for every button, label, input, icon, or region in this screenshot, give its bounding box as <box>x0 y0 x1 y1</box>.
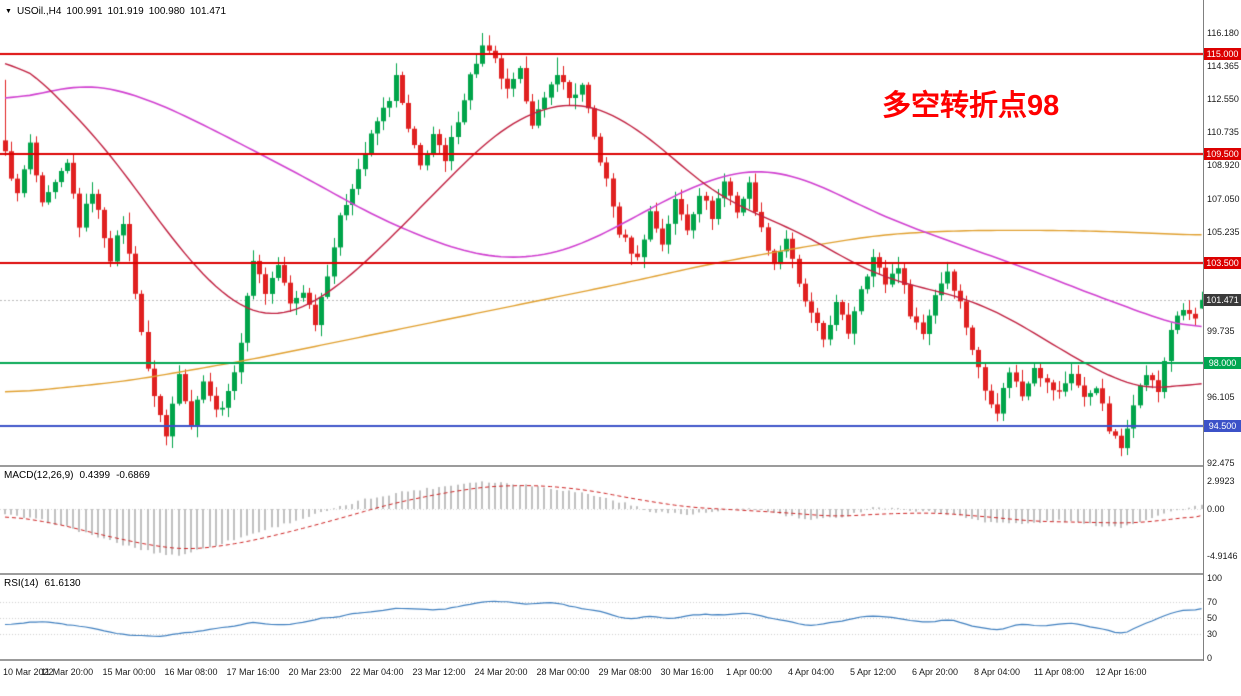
panel-separator <box>0 659 1241 661</box>
main-chart-panel <box>0 0 1203 465</box>
time-label: 24 Mar 20:00 <box>474 667 528 677</box>
macd-panel <box>0 467 1203 573</box>
time-label: 28 Mar 00:00 <box>536 667 590 677</box>
rsi-axis-label: 70 <box>1207 597 1218 607</box>
rsi-panel <box>0 575 1203 659</box>
symbol-period-label: USOil.,H4 <box>16 6 62 17</box>
rsi-indicator-label: RSI(14) 61.6130 <box>4 578 87 589</box>
time-label: 8 Apr 04:00 <box>973 667 1021 677</box>
time-label: 29 Mar 08:00 <box>598 667 652 677</box>
ohlc-low: 100.980 <box>148 6 185 17</box>
price-badge: 94.500 <box>1204 420 1241 432</box>
chart-annotation-text[interactable]: 多空转折点98 <box>882 90 1060 122</box>
time-label: 23 Mar 12:00 <box>412 667 466 677</box>
time-label: 15 Mar 00:00 <box>102 667 156 677</box>
macd-indicator-label: MACD(12,26,9) 0.4399 -0.6869 <box>4 470 156 481</box>
price-badge: 103.500 <box>1204 257 1241 269</box>
price-badge: 101.471 <box>1204 294 1241 306</box>
time-label: 6 Apr 20:00 <box>911 667 959 677</box>
macd-axis-label: 2.9923 <box>1207 476 1235 486</box>
time-label: 5 Apr 12:00 <box>849 667 897 677</box>
price-axis-label: 107.050 <box>1207 194 1240 204</box>
panel-separator[interactable] <box>0 465 1241 467</box>
macd-main-value: 0.4399 <box>79 470 111 481</box>
time-label: 17 Mar 16:00 <box>226 667 280 677</box>
price-badge: 109.500 <box>1204 148 1241 160</box>
ohlc-high: 101.919 <box>107 6 144 17</box>
ohlc-open: 100.991 <box>66 6 103 17</box>
price-axis-label: 116.180 <box>1207 28 1239 38</box>
time-label: 30 Mar 16:00 <box>660 667 714 677</box>
time-label: 11 Mar 20:00 <box>40 667 94 677</box>
price-chart-canvas[interactable] <box>0 0 1203 465</box>
macd-signal-value: -0.6869 <box>116 470 150 481</box>
macd-canvas[interactable] <box>0 467 1203 573</box>
time-label: 1 Apr 00:00 <box>725 667 773 677</box>
price-axis-label: 110.735 <box>1207 127 1239 137</box>
time-axis[interactable]: 10 Mar 2022 11 Mar 20:00 15 Mar 00:00 16 Ma… <box>0 661 1241 696</box>
price-badge: 98.000 <box>1204 357 1241 369</box>
time-label: 16 Mar 08:00 <box>164 667 218 677</box>
price-axis-label: 105.235 <box>1207 227 1240 237</box>
price-axis-label: 114.365 <box>1207 61 1239 71</box>
panel-separator[interactable] <box>0 573 1241 575</box>
rsi-value: 61.6130 <box>44 578 81 589</box>
price-axis-label: 99.735 <box>1207 326 1235 336</box>
rsi-name: RSI(14) <box>4 578 39 589</box>
symbol-bar: ▼ USOil.,H4 100.991 101.919 100.980 101.471 <box>5 6 231 17</box>
ohlc-close: 101.471 <box>189 6 227 17</box>
rsi-axis-label: 100 <box>1207 573 1223 583</box>
price-axis[interactable]: 116.180 114.365 112.550 110.735 108.920 107.0… <box>1203 0 1241 663</box>
price-axis-label: 92.475 <box>1207 458 1235 468</box>
rsi-canvas[interactable] <box>0 575 1203 659</box>
macd-name: MACD(12,26,9) <box>4 470 74 481</box>
time-label: 22 Mar 04:00 <box>350 667 404 677</box>
price-axis-label: 108.920 <box>1207 160 1240 170</box>
time-label: 11 Apr 08:00 <box>1033 667 1085 677</box>
price-badge: 115.000 <box>1204 48 1241 60</box>
rsi-axis-label: 0 <box>1207 653 1213 663</box>
time-label: 12 Apr 16:00 <box>1095 667 1147 677</box>
time-label: 10 Mar 2022 <box>3 667 54 677</box>
rsi-axis-label: 30 <box>1207 629 1218 639</box>
chart-dropdown-icon[interactable]: ▼ <box>5 8 12 15</box>
price-axis-label: 112.550 <box>1207 94 1239 104</box>
macd-axis-label: 0.00 <box>1207 504 1225 514</box>
price-axis-label: 96.105 <box>1207 392 1235 402</box>
time-label: 4 Apr 04:00 <box>787 667 835 677</box>
rsi-axis-label: 50 <box>1207 613 1218 623</box>
macd-axis-label: -4.9146 <box>1207 551 1238 561</box>
time-label: 20 Mar 23:00 <box>288 667 342 677</box>
